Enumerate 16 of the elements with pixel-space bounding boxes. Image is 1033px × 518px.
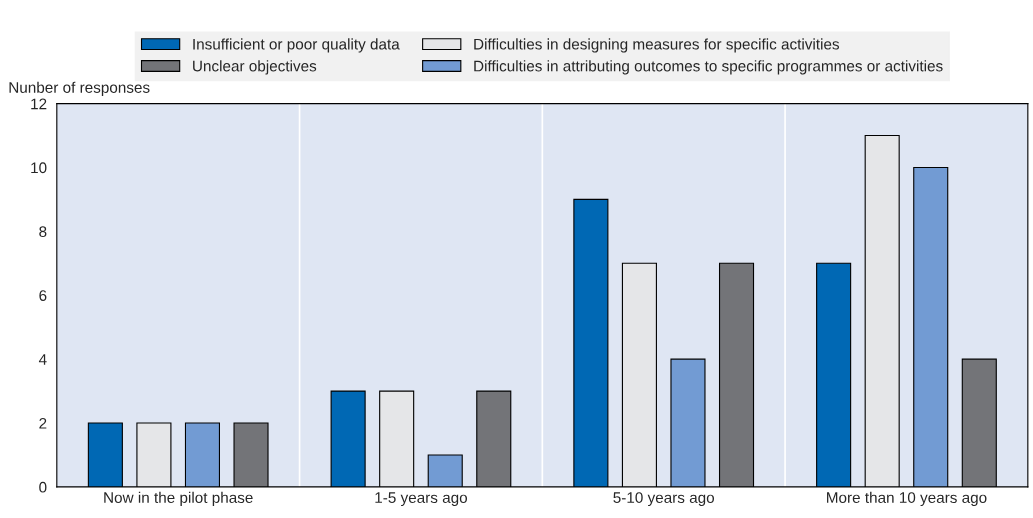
- x-tick-label: 5-10 years ago: [613, 492, 715, 507]
- y-tick-label: 6: [39, 290, 47, 301]
- x-tick-label: More than 10 years ago: [827, 491, 987, 507]
- y-tick-label: 4: [38, 354, 47, 365]
- legend-label: Unclear objectives: [193, 60, 317, 75]
- x-tick-label: Now in the pilot phase: [104, 491, 253, 507]
- y-tick-label: 0: [39, 481, 47, 493]
- legend-label: Insufficient or poor quality data: [193, 38, 400, 53]
- y-tick-label: 2: [39, 417, 47, 429]
- y-tick-label: 12: [31, 98, 47, 110]
- legend-label: Difficulties in designing measures for specific activities: [474, 38, 840, 53]
- legend-label: Difficulties in attributing outcomes to specific programmes or activities: [474, 60, 943, 75]
- y-axis-title: Nunber of responses: [9, 81, 150, 96]
- x-tick-label: 1-5 years ago: [375, 492, 468, 507]
- y-tick-label: 8: [39, 226, 47, 238]
- y-tick-label: 10: [31, 162, 47, 174]
